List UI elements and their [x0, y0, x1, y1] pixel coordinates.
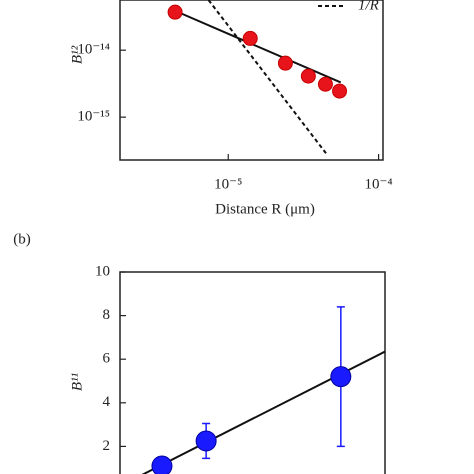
panel-label: (b) — [13, 231, 31, 247]
fit-line — [207, 0, 329, 156]
x-tick-label: 10⁻⁴ — [365, 176, 393, 192]
y-tick-label: 10 — [95, 263, 110, 279]
fit-line — [174, 9, 342, 84]
y-tick-label: 8 — [103, 307, 111, 323]
y-tick-label: 4 — [103, 394, 111, 410]
y-tick-label: 10⁻¹⁴ — [77, 42, 110, 58]
data-point — [317, 76, 333, 92]
plot-frame — [119, 271, 386, 474]
data-point — [242, 30, 258, 46]
data-point — [330, 366, 352, 388]
data-point — [195, 430, 217, 452]
plot-frame — [119, 0, 384, 161]
y-axis-label: B¹¹ — [69, 372, 85, 391]
y-tick-label: 10⁻¹⁵ — [77, 109, 110, 125]
y-tick-label: 2 — [103, 438, 111, 454]
data-point — [167, 4, 183, 20]
y-axis-label: B¹² — [69, 45, 85, 64]
x-axis-label: Distance R (μm) — [215, 201, 315, 217]
x-tick-label: 10⁻⁵ — [214, 176, 242, 192]
y-tick-label: 6 — [103, 351, 111, 367]
legend-label: 1/R — [358, 0, 379, 13]
data-point — [300, 68, 316, 84]
data-point — [332, 83, 348, 99]
data-point — [277, 55, 293, 71]
data-point — [151, 455, 173, 474]
